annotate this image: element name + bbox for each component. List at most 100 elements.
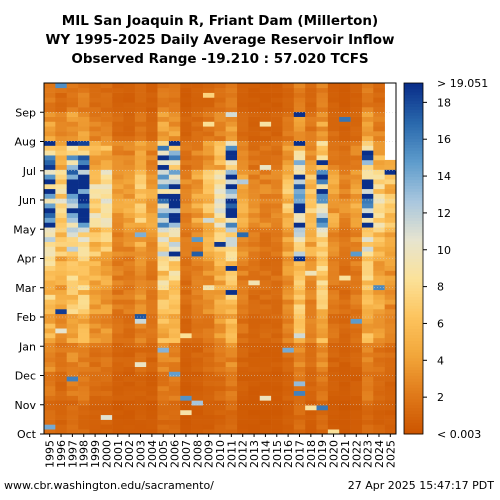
heatmap-cell — [248, 381, 261, 387]
heatmap-cell — [66, 357, 79, 363]
colorbar-tick-label: 10 — [437, 244, 451, 257]
heatmap-cell — [180, 179, 192, 185]
heatmap-cell — [384, 183, 397, 190]
heatmap-cell — [339, 212, 351, 218]
heatmap-cell — [361, 208, 374, 214]
colorbar-segment — [404, 390, 423, 394]
heatmap-cell — [327, 198, 340, 204]
heatmap-cell — [350, 203, 363, 209]
x-tick-label: 2001 — [112, 440, 125, 468]
colorbar-segment — [404, 355, 423, 359]
y-tick-label: Nov — [15, 399, 37, 412]
heatmap-cell — [100, 87, 113, 93]
heatmap-cell — [78, 419, 90, 425]
heatmap-cell — [214, 304, 226, 310]
heatmap-cell — [44, 83, 56, 89]
heatmap-cell — [248, 251, 261, 257]
heatmap-cell — [225, 203, 238, 209]
heatmap-cell — [157, 304, 170, 310]
heatmap-cell — [327, 376, 340, 382]
heatmap-cell — [214, 265, 226, 271]
heatmap-cell — [112, 299, 124, 305]
heatmap-cell — [191, 313, 204, 319]
heatmap-cell — [373, 308, 385, 315]
heatmap-cell — [271, 352, 283, 358]
heatmap-cell — [271, 366, 283, 372]
heatmap-cell — [168, 198, 181, 204]
heatmap-cell — [350, 260, 363, 267]
colorbar-segment — [404, 229, 423, 233]
heatmap-cell — [44, 179, 56, 185]
heatmap-cell — [89, 164, 102, 170]
heatmap-cell — [225, 429, 238, 435]
heatmap-cell — [100, 352, 113, 358]
heatmap-cell — [191, 275, 204, 281]
heatmap-cell — [373, 251, 385, 257]
heatmap-cell — [202, 87, 215, 93]
heatmap-cell — [123, 280, 136, 286]
colorbar-segment — [404, 314, 423, 318]
x-tick-label: 1999 — [89, 440, 102, 468]
heatmap-cell — [112, 174, 124, 180]
heatmap-cell — [146, 347, 158, 353]
heatmap-cell — [248, 260, 261, 267]
heatmap-cell — [66, 174, 79, 180]
heatmap-cell — [55, 342, 67, 348]
heatmap-cell — [350, 193, 363, 199]
heatmap-cell — [350, 183, 363, 190]
heatmap-cell — [305, 366, 317, 372]
heatmap-cell — [180, 308, 192, 315]
heatmap-cell — [180, 352, 192, 358]
heatmap-cell — [134, 395, 147, 401]
heatmap-cell — [66, 284, 79, 291]
heatmap-cell — [146, 318, 158, 324]
heatmap-cell — [123, 270, 136, 276]
heatmap-cell — [112, 188, 124, 194]
heatmap-cell — [89, 260, 102, 267]
y-tick-label: Mar — [15, 282, 36, 295]
heatmap-cell — [123, 164, 136, 170]
heatmap-cell — [293, 135, 306, 141]
heatmap-cell — [237, 342, 249, 348]
heatmap-cell — [112, 83, 124, 89]
heatmap-cell — [191, 347, 204, 353]
heatmap-cell — [282, 333, 295, 339]
heatmap-cell — [316, 97, 329, 103]
heatmap-cell — [327, 409, 340, 416]
heatmap-cell — [157, 405, 170, 411]
heatmap-cell — [361, 371, 374, 377]
heatmap-cell — [134, 414, 147, 420]
heatmap-cell — [55, 208, 67, 214]
heatmap-cell — [44, 405, 56, 411]
colorbar-segment — [404, 296, 423, 300]
heatmap-cell — [180, 135, 192, 141]
heatmap-cell — [123, 265, 136, 271]
heatmap-cell — [180, 169, 192, 175]
heatmap-cell — [134, 347, 147, 353]
heatmap-cell — [168, 107, 181, 113]
heatmap-cell — [214, 155, 226, 161]
heatmap-cell — [168, 188, 181, 194]
heatmap-cell — [100, 116, 113, 122]
heatmap-cell — [293, 188, 306, 194]
heatmap-cell — [123, 419, 136, 425]
heatmap-cell — [44, 313, 56, 319]
heatmap-cell — [157, 174, 170, 180]
heatmap-cell — [180, 159, 192, 166]
heatmap-cell — [361, 390, 374, 396]
heatmap-cell — [123, 111, 136, 117]
heatmap-cell — [44, 299, 56, 305]
heatmap-cell — [157, 232, 170, 238]
heatmap-cell — [327, 337, 340, 343]
heatmap-cell — [225, 337, 238, 343]
heatmap-cell — [282, 270, 295, 276]
heatmap-cell — [282, 121, 295, 127]
heatmap-cell — [191, 183, 204, 190]
heatmap-cell — [327, 429, 340, 435]
heatmap-cell — [316, 241, 329, 247]
heatmap-cell — [282, 232, 295, 238]
heatmap-cell — [259, 337, 272, 343]
heatmap-cell — [237, 188, 249, 194]
heatmap-cell — [350, 116, 363, 122]
heatmap-cell — [134, 366, 147, 372]
